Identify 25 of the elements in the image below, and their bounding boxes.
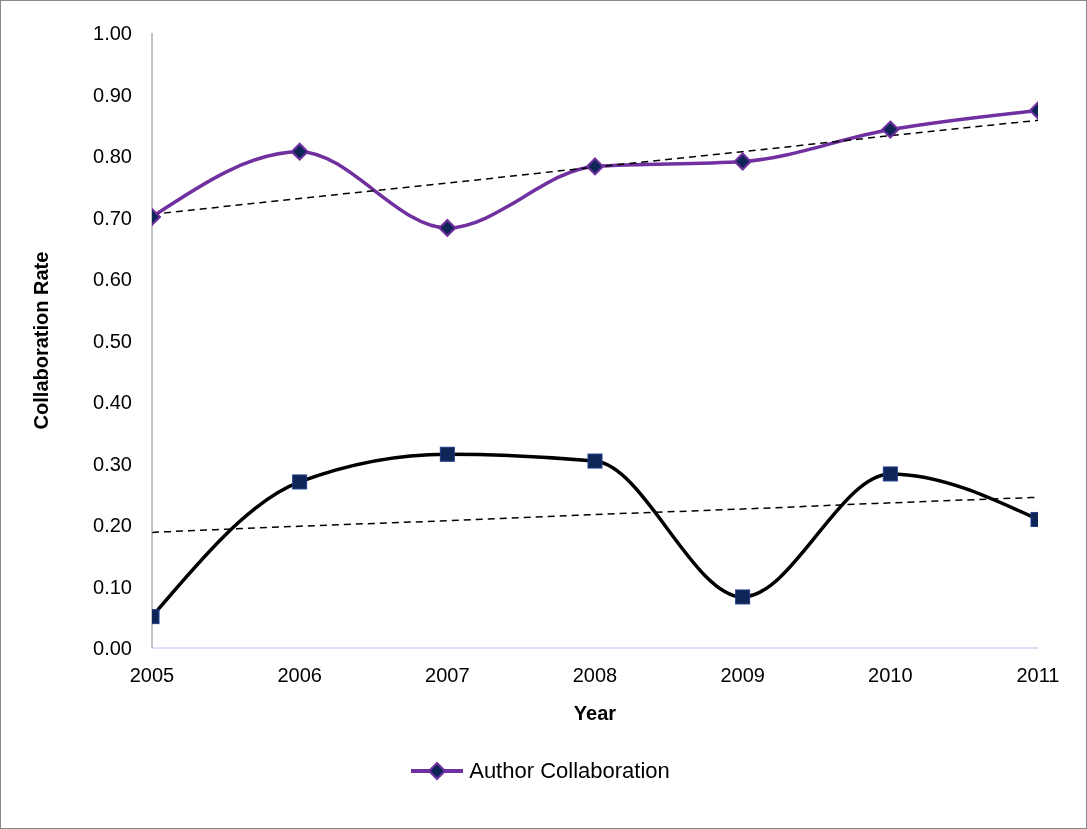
x-tick-label: 2007 (425, 664, 470, 687)
y-tick-label: 0.90 (93, 83, 132, 106)
point (733, 152, 752, 171)
x-tick-label: 2010 (868, 664, 913, 687)
point (586, 157, 604, 176)
y-tick-label: 1.00 (93, 22, 132, 45)
y-tick-label: 0.70 (93, 206, 132, 229)
legend-label: Author Collaboration (469, 758, 670, 784)
y-tick-label: 0.30 (93, 452, 132, 475)
x-axis-title: Year (573, 702, 617, 725)
x-tick-label: 2006 (277, 664, 322, 687)
y-tick-label: 0.60 (93, 268, 132, 291)
point (881, 120, 900, 139)
y-tick-label: 0.40 (93, 391, 132, 414)
y-tick-label: 0.10 (93, 575, 132, 598)
y-tick-label: 0.20 (93, 514, 132, 537)
y-tick-label: 0.00 (93, 637, 132, 660)
x-tick-label: 2005 (129, 664, 175, 687)
x-tick-label: 2011 (1016, 664, 1060, 687)
x-tick-label: 2009 (720, 664, 765, 687)
point (438, 218, 457, 237)
y-tick-label: 0.50 (93, 329, 132, 352)
y-axis-title: Collaboration Rate (30, 251, 53, 430)
y-tick-label: 0.80 (93, 145, 132, 168)
x-tick-label: 2008 (572, 664, 618, 687)
